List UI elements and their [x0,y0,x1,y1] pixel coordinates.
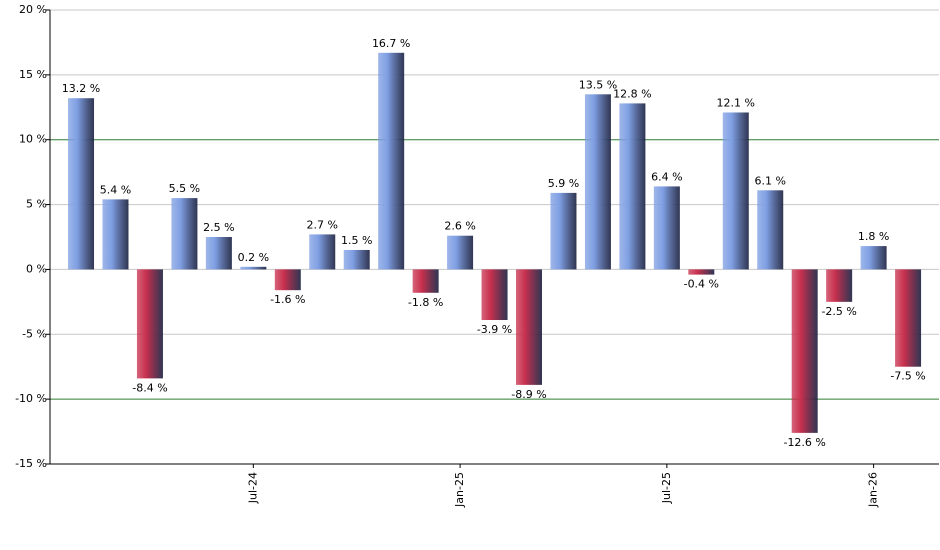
bar [447,235,474,270]
bar [378,52,405,270]
x-tick-label: Jul-24 [246,472,259,504]
value-label: 13.2 % [62,82,100,95]
y-tick-label: -15 % [15,457,47,470]
value-label: 1.5 % [341,234,372,247]
value-label: 6.1 % [755,174,786,187]
x-tick-label: Jan-25 [453,472,466,508]
bar [171,198,198,270]
bar [309,234,336,270]
value-label: -1.6 % [270,293,305,306]
bar [791,269,818,433]
y-tick-label: 10 % [19,133,47,146]
y-tick-label: 0 % [26,262,47,275]
value-label: 16.7 % [372,37,410,50]
bar [895,269,922,367]
value-label: 5.5 % [169,182,200,195]
bar [516,269,543,385]
value-label: 5.4 % [100,183,131,196]
bar [481,269,508,321]
value-label: 2.7 % [307,218,338,231]
x-tick-label: Jan-26 [867,472,880,508]
bar [343,249,370,270]
value-label: -0.4 % [684,278,719,291]
bar [826,269,853,302]
bar [412,269,439,293]
bar [757,190,784,270]
bar [274,269,301,291]
x-tick-label: Jul-25 [660,472,673,504]
value-label: 12.1 % [717,96,755,109]
value-label: -8.9 % [511,388,546,401]
value-label: 1.8 % [858,230,889,243]
bar [619,103,646,270]
bar [550,192,577,270]
value-label: -8.4 % [132,381,167,394]
bar [136,269,163,379]
bar [102,199,129,270]
y-tick-label: 15 % [19,68,47,81]
value-label: -3.9 % [477,323,512,336]
value-label: -7.5 % [890,370,925,383]
bar [653,186,680,270]
value-label: -1.8 % [408,296,443,309]
value-label: -2.5 % [821,305,856,318]
value-label: 2.5 % [203,221,234,234]
bar [722,112,749,270]
value-label: 0.2 % [238,251,269,264]
y-tick-label: 5 % [26,198,47,211]
value-label: 12.8 % [613,87,651,100]
value-label: 6.4 % [651,170,682,183]
bar [68,98,95,270]
value-label: -12.6 % [783,436,825,449]
bar [205,237,232,270]
bar [584,94,611,270]
bar [860,246,887,270]
bar [688,269,715,275]
y-tick-label: -10 % [15,392,47,405]
y-tick-label: -5 % [22,327,47,340]
bar [240,266,267,270]
value-label: 13.5 % [579,78,617,91]
value-label: 2.6 % [444,220,475,233]
y-tick-label: 20 % [19,3,47,16]
value-label: 5.9 % [548,177,579,190]
